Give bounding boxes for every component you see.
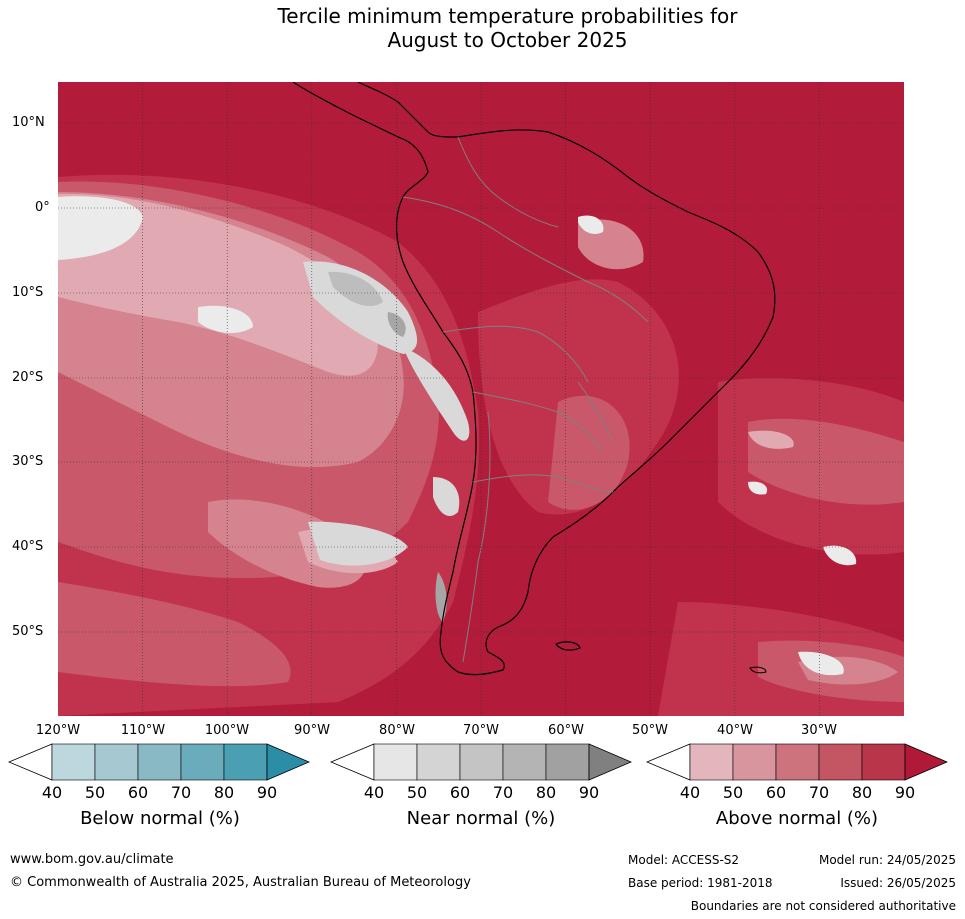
above-tick-90: 90 xyxy=(894,783,916,802)
model-text: Model: ACCESS-S2 xyxy=(628,853,740,867)
colorbar-segment xyxy=(904,743,948,781)
website-link[interactable]: www.bom.gov.au/climate xyxy=(10,852,174,867)
lat-label-10s: 10°S xyxy=(12,285,44,300)
above-tick-70: 70 xyxy=(808,783,830,802)
below-tick-60: 60 xyxy=(127,783,149,802)
lat-label-30s: 30°S xyxy=(12,454,44,469)
colorbar-segment xyxy=(646,743,691,781)
colorbar-segment xyxy=(689,743,734,781)
near-tick-60: 60 xyxy=(449,783,471,802)
falkland-islands xyxy=(555,641,581,651)
near-tick-90: 90 xyxy=(578,783,600,802)
colorbar-segment xyxy=(545,743,590,781)
colorbar-segment xyxy=(51,743,96,781)
colorbar-segment xyxy=(588,743,632,781)
near-tick-40: 40 xyxy=(363,783,385,802)
lat-label-0: 0° xyxy=(35,200,50,215)
south-georgia xyxy=(749,666,767,674)
near-normal-region xyxy=(58,196,857,676)
below-normal-colorbar xyxy=(8,743,310,781)
colorbar-segment xyxy=(137,743,182,781)
colorbar-segment xyxy=(459,743,504,781)
graticule xyxy=(58,82,904,716)
above-tick-40: 40 xyxy=(679,783,701,802)
below-tick-90: 90 xyxy=(256,783,278,802)
near-tick-70: 70 xyxy=(492,783,514,802)
near-normal-colorbar xyxy=(330,743,632,781)
colorbar-segment xyxy=(223,743,268,781)
colorbar-segment xyxy=(732,743,777,781)
colorbar-segment xyxy=(775,743,820,781)
disclaimer-text: Boundaries are not considered authoritat… xyxy=(690,899,956,913)
near-tick-80: 80 xyxy=(535,783,557,802)
above-tick-80: 80 xyxy=(851,783,873,802)
lat-label-10n: 10°N xyxy=(12,115,45,130)
below-tick-80: 80 xyxy=(213,783,235,802)
above-normal-label: Above normal (%) xyxy=(715,808,879,829)
issued-text: Issued: 26/05/2025 xyxy=(840,876,956,890)
coastline xyxy=(292,82,776,676)
lon-label-110w: 110°W xyxy=(120,723,166,738)
lon-label-120w: 120°W xyxy=(35,723,81,738)
chart-title: Tercile minimum temperature probabilitie… xyxy=(0,4,965,52)
below-normal-label: Below normal (%) xyxy=(80,808,240,829)
lon-label-70w: 70°W xyxy=(463,723,499,738)
colorbar-segment xyxy=(502,743,547,781)
title-line-2: August to October 2025 xyxy=(387,28,628,52)
lon-label-100w: 100°W xyxy=(204,723,250,738)
lon-label-40w: 40°W xyxy=(717,723,753,738)
title-line-1: Tercile minimum temperature probabilitie… xyxy=(277,4,738,28)
lat-label-20s: 20°S xyxy=(12,370,44,385)
colorbar-segment xyxy=(8,743,53,781)
below-tick-40: 40 xyxy=(41,783,63,802)
lon-label-60w: 60°W xyxy=(548,723,584,738)
near-normal-label: Near normal (%) xyxy=(406,808,556,829)
lat-label-40s: 40°S xyxy=(12,539,44,554)
copyright-text: © Commonwealth of Australia 2025, Austra… xyxy=(10,875,471,890)
colorbar-segment xyxy=(373,743,418,781)
lon-label-50w: 50°W xyxy=(632,723,668,738)
colorbar-segment xyxy=(861,743,906,781)
colorbar-segment xyxy=(818,743,863,781)
colorbar-segment xyxy=(94,743,139,781)
colorbar-segment xyxy=(330,743,375,781)
lat-label-50s: 50°S xyxy=(12,624,44,639)
forecast-map xyxy=(58,82,904,716)
above-tick-60: 60 xyxy=(765,783,787,802)
below-tick-50: 50 xyxy=(84,783,106,802)
above-tick-50: 50 xyxy=(722,783,744,802)
colorbar-segment xyxy=(266,743,310,781)
below-tick-70: 70 xyxy=(170,783,192,802)
colorbar-segment xyxy=(180,743,225,781)
lon-label-30w: 30°W xyxy=(801,723,837,738)
base-period-text: Base period: 1981-2018 xyxy=(628,876,773,890)
above-normal-colorbar xyxy=(646,743,948,781)
near-tick-50: 50 xyxy=(406,783,428,802)
lon-label-90w: 90°W xyxy=(294,723,330,738)
lon-label-80w: 80°W xyxy=(379,723,415,738)
map-svg xyxy=(58,82,904,716)
colorbar-segment xyxy=(416,743,461,781)
country-borders xyxy=(402,136,649,663)
model-run-text: Model run: 24/05/2025 xyxy=(818,853,956,867)
